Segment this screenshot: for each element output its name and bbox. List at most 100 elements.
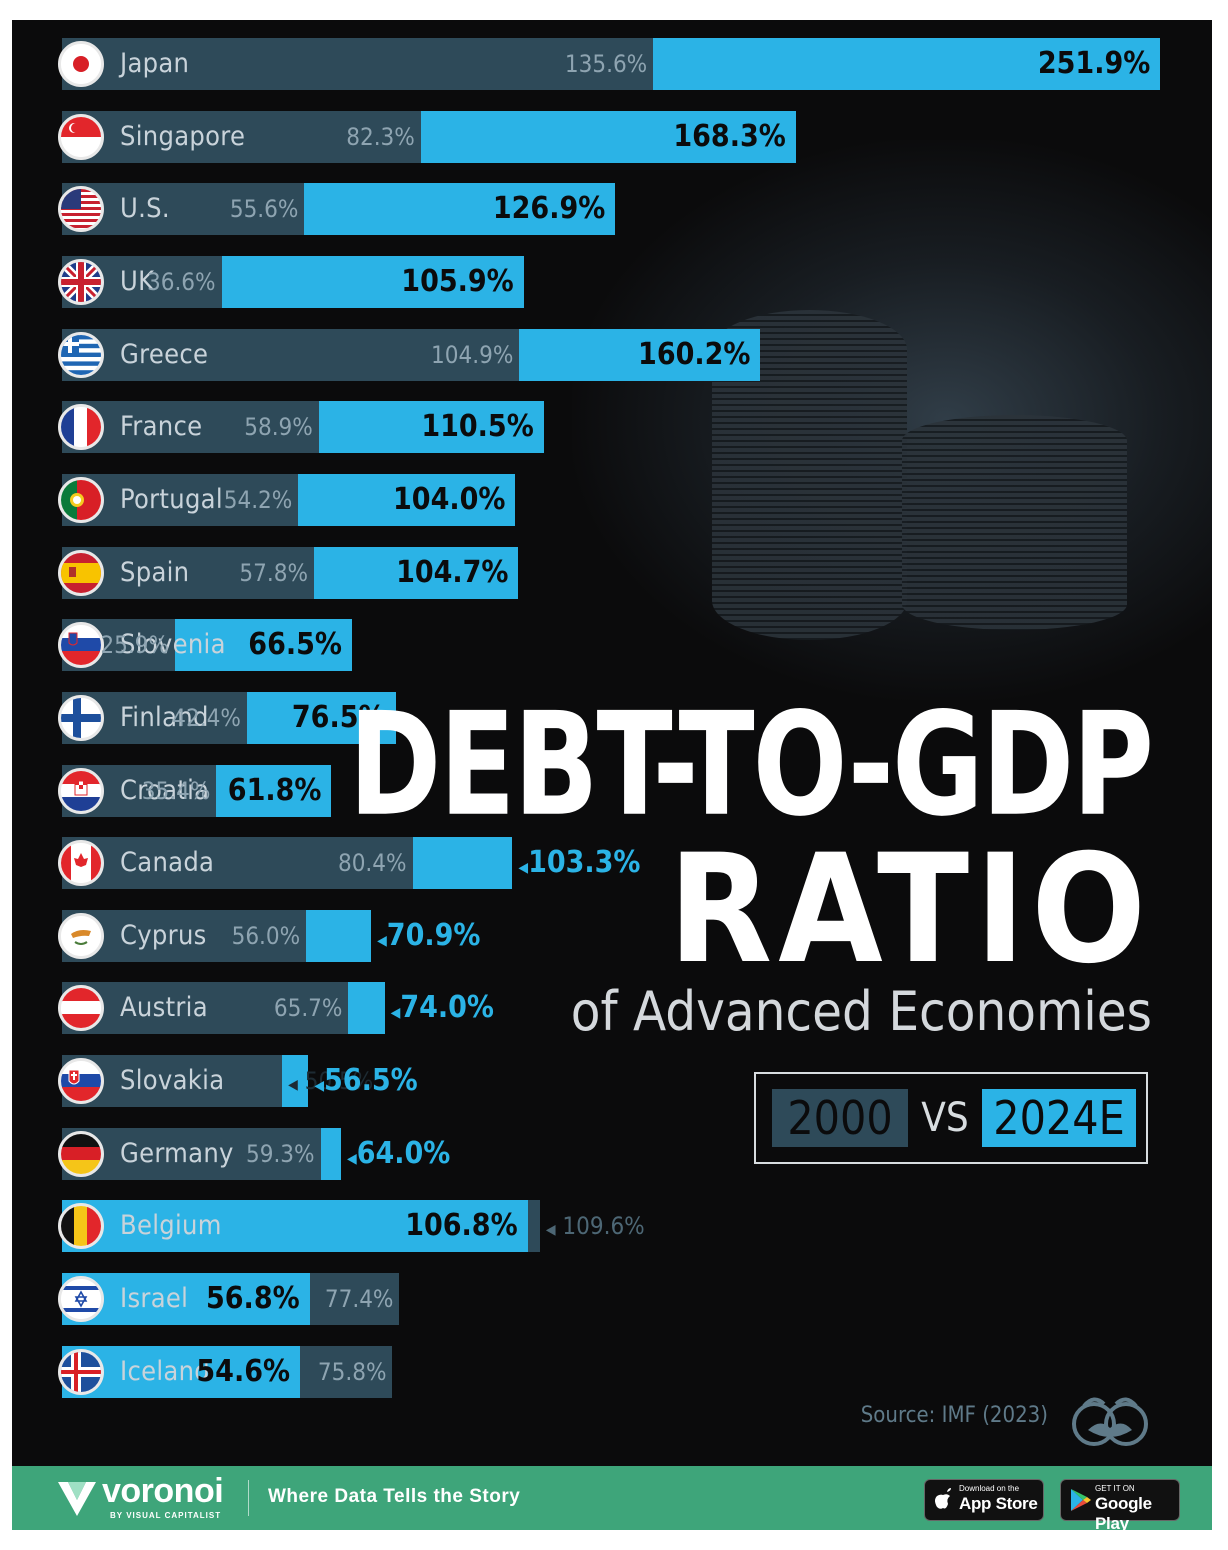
canada-flag-icon: [58, 840, 104, 887]
slovenia-flag-icon: [58, 622, 104, 669]
google-play-small-label: GET IT ON: [1095, 1484, 1135, 1493]
value-label-2024: 251.9%: [1037, 46, 1151, 81]
value-label-2024: ◀64.0%: [347, 1135, 451, 1171]
coin-stack-image: [902, 415, 1127, 630]
country-name: Slovenia: [120, 629, 226, 661]
legend: 2000 VS 2024E: [754, 1072, 1148, 1164]
value-label-2000: 42.4%: [172, 703, 241, 732]
country-name: Germany: [120, 1137, 234, 1169]
country-name: Austria: [120, 992, 208, 1024]
value-label-2024: ◀74.0%: [390, 990, 494, 1026]
germany-flag-icon: [58, 1130, 104, 1177]
value-label-2000: 25.9%: [100, 631, 169, 660]
france-flag-icon: [58, 404, 104, 451]
google-play-label: Google Play: [1095, 1494, 1152, 1530]
legend-2000: 2000: [772, 1089, 908, 1147]
value-label-2024: 126.9%: [492, 191, 606, 227]
bar-2000: [62, 328, 520, 381]
bar-2000: [62, 38, 654, 90]
value-label-2024: 61.8%: [227, 772, 322, 808]
chart-subtitle: of Advanced Economies: [570, 980, 1152, 1043]
footer-divider: [248, 1480, 249, 1516]
country-name: Portugal: [120, 483, 223, 515]
value-label-2024: 76.5%: [291, 699, 386, 735]
brand-subtitle: BY VISUAL CAPITALIST: [110, 1511, 222, 1520]
portugal-flag-icon: [58, 476, 104, 523]
country-name: UK: [120, 265, 155, 297]
footer-bar: voronoi BY VISUAL CAPITALIST Where Data …: [12, 1466, 1212, 1530]
value-label-2024: 110.5%: [421, 409, 534, 445]
cyprus-flag-icon: [58, 912, 104, 959]
country-name: Singapore: [120, 120, 246, 152]
value-label-2000: 56.0%: [231, 921, 301, 950]
value-label-2000: 65.7%: [273, 994, 343, 1023]
app-store-label: App Store: [959, 1494, 1038, 1513]
brand-name: voronoi: [102, 1472, 224, 1510]
chart-title-line1: DEBT-TO-GDP: [348, 682, 1154, 849]
country-name: Slovakia: [120, 1065, 225, 1097]
country-name: France: [120, 411, 203, 443]
country-name: Japan: [120, 48, 190, 79]
tagline: Where Data Tells the Story: [268, 1486, 521, 1507]
singapore-flag-icon: [58, 113, 104, 160]
slovakia-flag-icon: [58, 1058, 104, 1105]
infographic-frame: Japan 135.6% 251.9% Singapore 82.3% 168.3% U.S…: [12, 20, 1212, 1530]
value-label-2000: 77.4%: [324, 1285, 394, 1314]
value-label-2000: ◀ 109.6%: [545, 1212, 645, 1241]
value-label-2024: 105.9%: [401, 263, 514, 299]
google-play-button[interactable]: GET IT ON Google Play: [1060, 1479, 1180, 1530]
value-label-2000: 58.9%: [244, 413, 313, 442]
value-label-2000: 55.6%: [229, 195, 299, 224]
value-label-2024: 56.8%: [206, 1281, 300, 1317]
value-label-2000: 75.8%: [317, 1357, 387, 1386]
country-name: Cyprus: [120, 919, 207, 951]
bar-2000: [62, 401, 319, 454]
iceland-flag-icon: [58, 1348, 104, 1395]
value-label-2024: ◀70.9%: [377, 917, 481, 953]
bar-2000: [62, 1127, 321, 1180]
value-label-2024: 106.8%: [405, 1208, 518, 1244]
voronoi-logo-icon: [58, 1482, 96, 1516]
chart-title-line2: RATIO: [668, 823, 1152, 997]
value-label-2000: 36.6%: [146, 267, 216, 296]
croatia-flag-icon: [58, 767, 104, 814]
value-label-2000: 82.3%: [346, 122, 415, 151]
greece-flag-icon: [58, 331, 104, 378]
source-note: Source: IMF (2023): [860, 1403, 1048, 1428]
country-name: Canada: [120, 847, 215, 879]
country-name: Croatia: [120, 774, 210, 806]
value-label-2024: 104.7%: [396, 554, 509, 590]
app-store-button[interactable]: Download on the App Store: [924, 1479, 1044, 1521]
country-name: Israel: [120, 1283, 189, 1315]
country-name: Iceland: [120, 1355, 211, 1387]
value-label-2000: 35.4%: [141, 776, 211, 805]
google-play-icon: [1071, 1489, 1091, 1511]
value-label-2024: ◀103.3%: [518, 845, 641, 881]
bar-2000: [62, 982, 349, 1035]
binoculars-icon: [1072, 1397, 1148, 1446]
uk-flag-icon: [58, 258, 104, 305]
bar-2024: [62, 1200, 528, 1253]
legend-2024e: 2024E: [982, 1089, 1136, 1147]
austria-flag-icon: [58, 985, 104, 1032]
bar-2000: [62, 110, 421, 163]
country-name: Belgium: [120, 1210, 222, 1242]
spain-flag-icon: [58, 549, 104, 596]
japan-flag-icon: [58, 41, 104, 87]
country-name: Spain: [120, 556, 190, 588]
value-label-2000: 135.6%: [564, 50, 648, 78]
value-label-2024: 160.2%: [638, 336, 751, 372]
value-label-2000: 80.4%: [337, 849, 407, 878]
value-label-2024: ◀56.5%: [314, 1063, 418, 1099]
value-label-2000: 57.8%: [239, 558, 308, 587]
value-label-2000: 54.2%: [223, 485, 293, 514]
app-store-small-label: Download on the: [959, 1484, 1020, 1493]
value-label-2024: 66.5%: [248, 627, 342, 663]
value-label-2000: 104.9%: [431, 340, 514, 369]
israel-flag-icon: [58, 1276, 104, 1323]
bar-2000: [62, 837, 413, 890]
finland-flag-icon: [58, 694, 104, 741]
apple-icon: [935, 1488, 951, 1509]
value-label-2000: 59.3%: [245, 1139, 315, 1168]
bar-chart: Japan 135.6% 251.9% Singapore 82.3% 168.3% U.S…: [12, 20, 1212, 1420]
